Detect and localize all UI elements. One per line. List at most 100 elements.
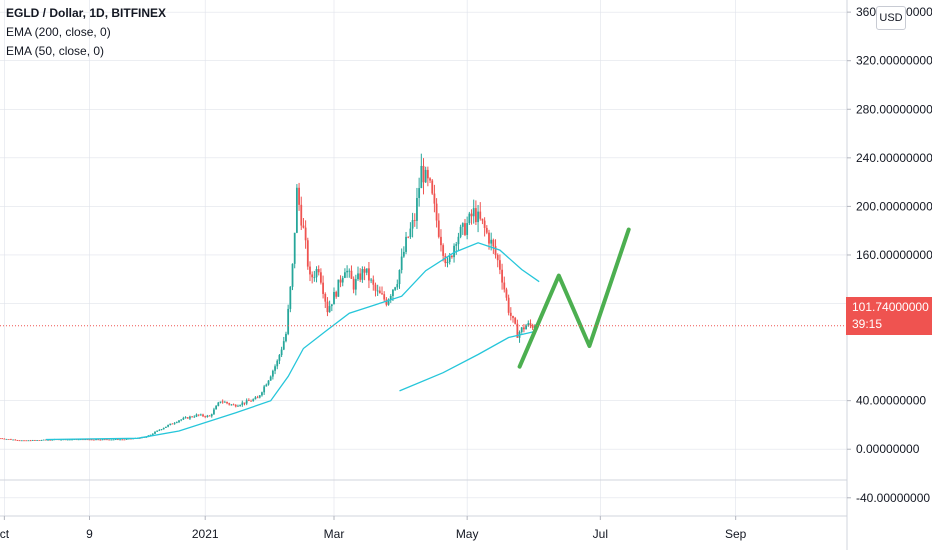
candle-body: [350, 270, 353, 279]
candle-body: [315, 269, 318, 278]
candle-body: [359, 273, 362, 280]
grid: [0, 0, 847, 516]
candle-body: [110, 439, 113, 441]
candle-body: [16, 440, 19, 441]
candle-body: [151, 433, 154, 435]
last-price-value: 101.74000000: [852, 300, 929, 314]
candle-body: [154, 431, 156, 434]
candle-body: [226, 401, 228, 404]
candle-body: [12, 439, 14, 441]
candle-body: [287, 308, 290, 334]
candle-body: [448, 256, 451, 262]
candle-body: [101, 439, 104, 441]
candle-body: [95, 439, 97, 441]
candle-body: [481, 218, 484, 221]
candle-body: [23, 440, 25, 442]
candle-body: [10, 439, 12, 440]
candle-body: [239, 405, 242, 406]
candle-body: [507, 297, 510, 313]
x-tick-label: May: [456, 527, 479, 541]
candle-body: [335, 291, 338, 297]
candle-body: [341, 277, 344, 283]
candle-body: [114, 439, 117, 441]
candle-body: [514, 317, 517, 324]
candle-body: [402, 251, 405, 257]
ema200-line: [399, 330, 535, 392]
candle-body: [130, 438, 132, 440]
candle-body: [322, 282, 324, 294]
candle-body: [330, 304, 333, 307]
candle-body: [282, 341, 285, 350]
candle-body: [352, 278, 355, 290]
candle-body: [267, 380, 270, 385]
candle-body: [3, 438, 6, 440]
candle-body: [317, 269, 320, 273]
ema200-legend[interactable]: EMA (200, close, 0): [6, 25, 111, 39]
candle-body: [106, 439, 108, 441]
candle-body: [263, 386, 266, 393]
candle-body: [446, 261, 449, 264]
candle-body: [470, 213, 473, 217]
candle-body: [25, 440, 28, 442]
axes: [0, 0, 848, 550]
candle-body: [189, 416, 191, 419]
candle-body: [444, 255, 447, 264]
candle-body: [230, 404, 233, 406]
candle-body: [208, 415, 211, 417]
candle-body: [368, 268, 370, 281]
candle-body: [472, 208, 475, 217]
candle-body: [431, 180, 434, 194]
candle-body: [125, 439, 128, 440]
candle-body: [344, 272, 346, 278]
candle-body: [92, 439, 95, 441]
candle-body: [31, 440, 34, 441]
candle-body: [328, 306, 331, 313]
y-tick-label: 200.00000000: [856, 199, 932, 213]
candle-body: [68, 439, 71, 441]
candle-body: [429, 178, 431, 181]
candle-body: [276, 360, 279, 367]
candle-body: [450, 256, 453, 258]
candle-body: [468, 213, 471, 224]
candle-body: [116, 439, 119, 441]
currency-button[interactable]: USD: [876, 6, 906, 30]
candle-body: [241, 402, 244, 406]
candle-body: [409, 228, 412, 238]
candle-body: [271, 370, 274, 377]
candle-body: [18, 440, 21, 442]
candle-body: [457, 236, 460, 245]
candle-body: [413, 220, 416, 221]
x-tick-label: 2021: [192, 527, 219, 541]
candle-body: [339, 279, 342, 283]
candle-body: [416, 198, 418, 221]
y-tick-label: -40.00000000: [856, 491, 930, 505]
ema50-legend[interactable]: EMA (50, close, 0): [6, 44, 105, 58]
ema50-line: [45, 242, 540, 441]
candle-body: [459, 226, 462, 237]
candle-body: [265, 384, 268, 387]
candle-body: [145, 437, 148, 438]
candle-body: [378, 290, 381, 294]
x-tick-label: 9: [86, 527, 93, 541]
candle-body: [0, 438, 1, 440]
candle-body: [313, 277, 316, 279]
candle-body: [326, 301, 329, 313]
candle-body: [84, 439, 87, 441]
candle-body: [289, 286, 292, 309]
candle-body: [442, 245, 445, 256]
candle-body: [529, 323, 532, 326]
candle-body: [193, 416, 196, 418]
candle-body: [274, 366, 276, 371]
y-tick-label: 280.00000000: [856, 102, 932, 116]
candle-body: [363, 269, 366, 273]
candle-body: [217, 402, 220, 406]
y-tick-labels: 360.00000000320.00000000280.00000000240.…: [847, 5, 932, 505]
candle-body: [520, 327, 523, 333]
candle-body: [36, 440, 39, 441]
candle-body: [525, 325, 528, 330]
candle-body: [422, 165, 425, 183]
candle-body: [261, 392, 263, 396]
candle-body: [411, 220, 414, 229]
candle-body: [254, 397, 257, 400]
